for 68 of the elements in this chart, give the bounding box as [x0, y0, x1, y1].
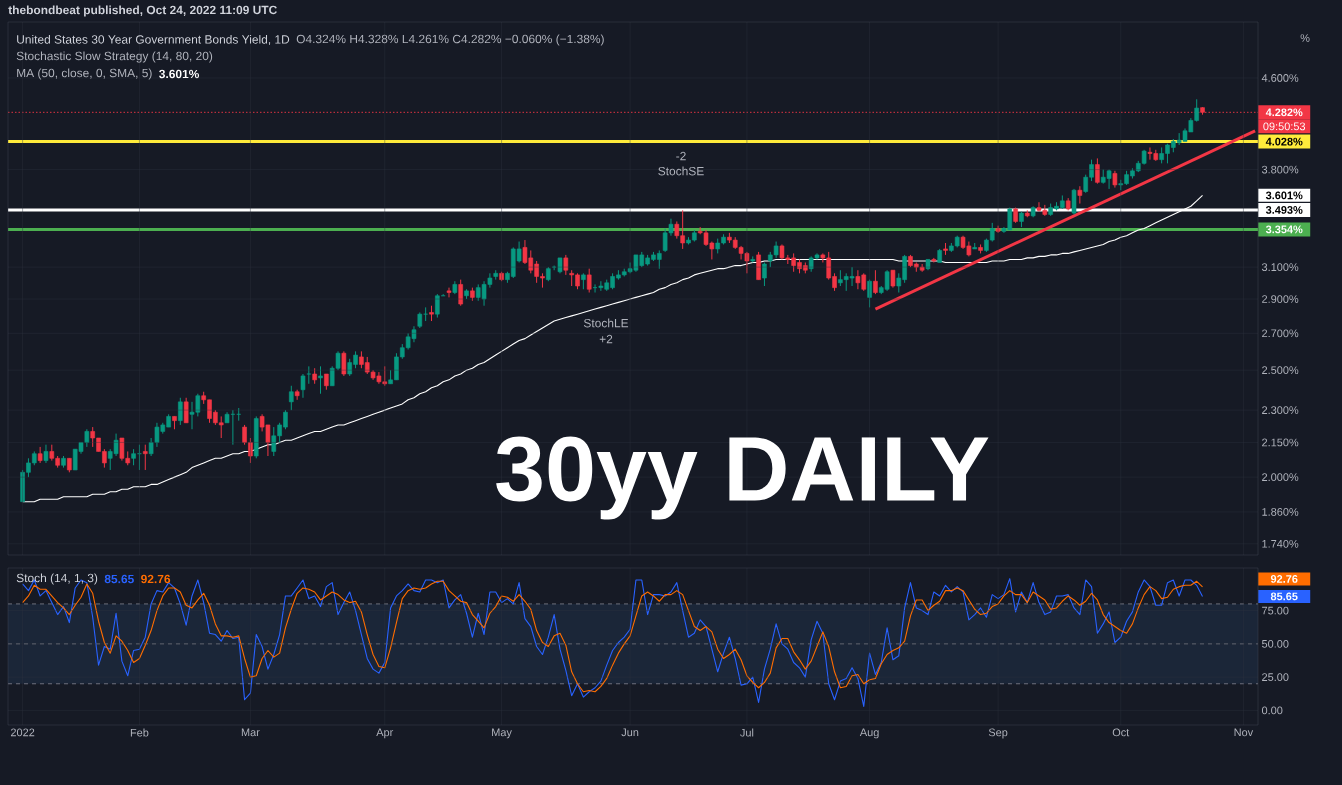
- candlestick: [43, 444, 49, 464]
- candlestick: [178, 397, 183, 426]
- x-tick-label: Jun: [621, 728, 639, 737]
- candlestick: [294, 389, 300, 401]
- candlestick: [37, 446, 43, 464]
- candlestick: [1071, 188, 1077, 215]
- y-tick-label: 0.00: [1261, 706, 1283, 715]
- candlestick: [873, 269, 878, 295]
- candlestick: [183, 397, 189, 424]
- y-tick-label: 2.900%: [1262, 295, 1299, 303]
- candlestick: [289, 385, 294, 411]
- candlestick: [142, 444, 148, 471]
- candlestick: [1077, 185, 1083, 205]
- annotation: Stochastic Slow Strategy (14, 80, 20): [16, 51, 213, 63]
- text: 92.76: [1270, 575, 1298, 583]
- y-tick-label: 2.700%: [1262, 329, 1299, 338]
- candlestick: [318, 365, 323, 395]
- annotation: 3.601%: [159, 69, 200, 79]
- y-tick-label: 3.100%: [1261, 263, 1299, 271]
- y-tick-label: 50.00: [1261, 639, 1289, 648]
- y-tick-label: 2.000%: [1262, 473, 1299, 482]
- candlestick: [446, 287, 452, 298]
- candlestick: [1095, 157, 1100, 185]
- x-tick-label: Jul: [740, 728, 754, 737]
- annotation: 85.65: [104, 574, 134, 584]
- y-tick-label: 3.800%: [1261, 165, 1299, 174]
- annotation: +2: [599, 334, 613, 344]
- chart-title: Stoch (14, 1, 3): [16, 573, 98, 585]
- candlestick: [300, 373, 306, 399]
- annotation: StochLE: [583, 318, 629, 328]
- annotation: MA (50, close, 0, SMA, 5): [17, 68, 152, 80]
- y-tick-label: 4.600%: [1261, 74, 1299, 82]
- annotation: 92.76: [141, 574, 171, 584]
- text: 09:50:53: [1263, 122, 1306, 131]
- x-tick-label: May: [492, 728, 512, 739]
- candlestick: [242, 424, 247, 446]
- annotation: -2: [676, 151, 686, 161]
- text: thebondbeat published, Oct 24, 2022 11:09 UTC: [8, 5, 277, 17]
- y-tick-label: 1.860%: [1262, 508, 1299, 516]
- y-tick-label: 75.00: [1262, 606, 1289, 615]
- x-tick-label: Mar: [241, 728, 260, 737]
- y-tick-label: 2.500%: [1262, 366, 1299, 375]
- ref-line-label: 4.028%: [1265, 137, 1303, 146]
- y-tick-label: 2.300%: [1262, 406, 1299, 414]
- text: 85.65: [1270, 592, 1298, 601]
- x-tick-label: Oct: [1112, 728, 1130, 737]
- x-tick-label: Feb: [130, 728, 149, 737]
- y-tick-label: 25.00: [1262, 673, 1289, 681]
- ref-line-label: 3.493%: [1265, 206, 1303, 214]
- text: United States 30 Year Government Bonds Yield, 1D: [17, 34, 290, 46]
- annotation: 30yy DAILY: [496, 436, 989, 520]
- y-tick-label: 2.150%: [1262, 438, 1299, 447]
- ref-line-label: 3.354%: [1265, 225, 1303, 234]
- candlestick: [458, 279, 463, 307]
- x-tick-label: 2022: [10, 728, 35, 737]
- ref-line-label: 4.282%: [1265, 108, 1303, 117]
- text: 3.601%: [1265, 191, 1303, 200]
- candlestick: [762, 261, 767, 287]
- x-tick-label: Apr: [376, 728, 394, 739]
- x-tick-label: Aug: [859, 728, 879, 739]
- x-tick-label: Nov: [1234, 728, 1254, 737]
- x-tick-label: Sep: [988, 728, 1008, 739]
- y-tick-label: 1.740%: [1262, 539, 1299, 548]
- candlestick: [341, 350, 347, 377]
- candlestick: [586, 268, 592, 293]
- text: O4.324% H4.328% L4.261% C4.282% −0.060% (−1.38%): [296, 34, 604, 46]
- y-axis-title: %: [1300, 34, 1310, 42]
- annotation: StochSE: [658, 166, 704, 176]
